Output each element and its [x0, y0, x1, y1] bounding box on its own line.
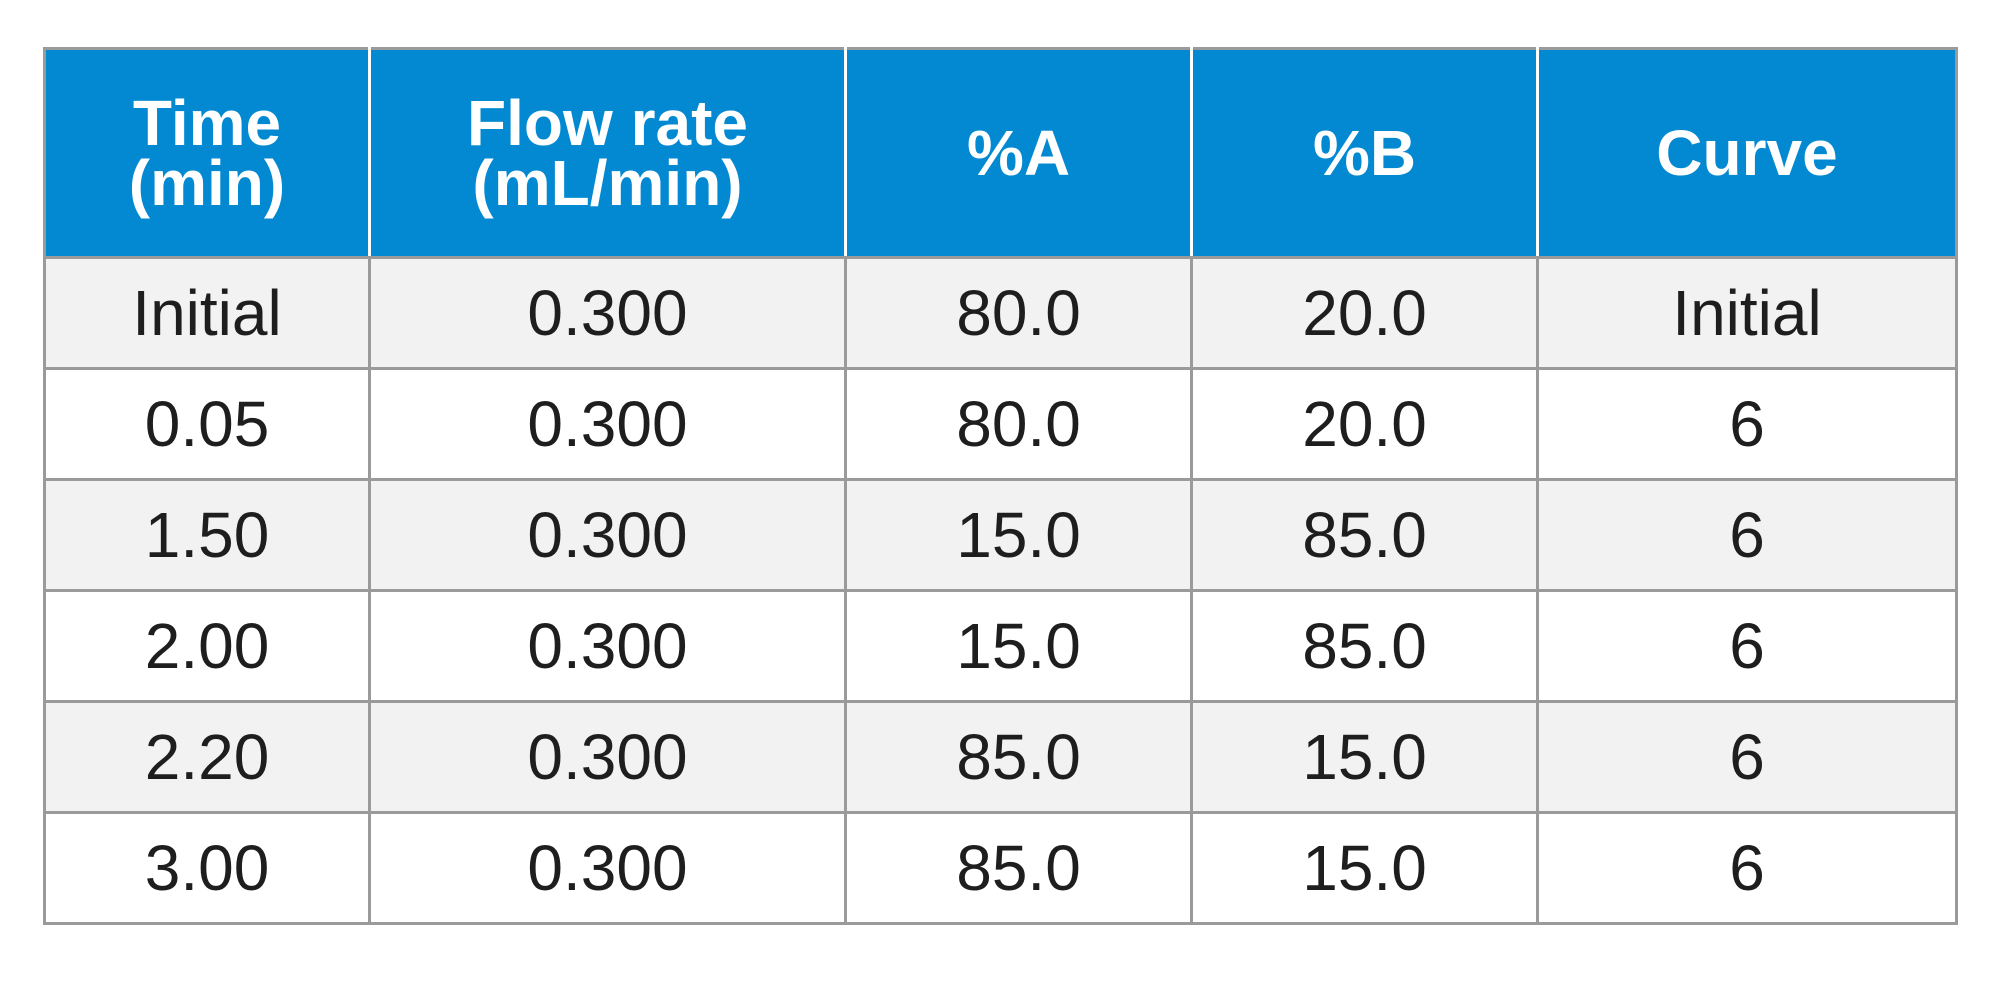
cell-percent-a: 85.0: [844, 811, 1193, 925]
cell-curve: 6: [1536, 700, 1958, 814]
table-row: Initial 0.300 80.0 20.0 Initial: [43, 256, 1958, 370]
table-row: 1.50 0.300 15.0 85.0 6: [43, 478, 1958, 592]
header-curve-label: Curve: [1656, 117, 1838, 189]
header-flow-rate-line-1: Flow rate: [467, 87, 748, 159]
header-percent-b: %B: [1190, 47, 1539, 259]
table-row: 2.00 0.300 15.0 85.0 6: [43, 589, 1958, 703]
cell-flow-rate: 0.300: [368, 700, 847, 814]
cell-percent-a: 15.0: [844, 478, 1193, 592]
cell-time: 2.00: [43, 589, 371, 703]
cell-percent-b: 20.0: [1190, 367, 1539, 481]
header-time-line-1: Time: [132, 87, 282, 159]
header-curve: Curve: [1536, 47, 1958, 259]
cell-curve: 6: [1536, 367, 1958, 481]
cell-curve: Initial: [1536, 256, 1958, 370]
cell-flow-rate: 0.300: [368, 478, 847, 592]
cell-percent-b: 15.0: [1190, 811, 1539, 925]
header-flow-rate-line-2: (mL/min): [472, 147, 743, 219]
cell-curve: 6: [1536, 589, 1958, 703]
cell-time: 3.00: [43, 811, 371, 925]
cell-percent-a: 80.0: [844, 256, 1193, 370]
cell-percent-b: 15.0: [1190, 700, 1539, 814]
cell-percent-b: 85.0: [1190, 478, 1539, 592]
cell-percent-b: 85.0: [1190, 589, 1539, 703]
header-time: Time (min): [43, 47, 371, 259]
cell-time: Initial: [43, 256, 371, 370]
cell-flow-rate: 0.300: [368, 256, 847, 370]
cell-flow-rate: 0.300: [368, 367, 847, 481]
header-percent-b-label: %B: [1312, 117, 1417, 189]
table-row: 0.05 0.300 80.0 20.0 6: [43, 367, 1958, 481]
table-row: 3.00 0.300 85.0 15.0 6: [43, 811, 1958, 925]
cell-curve: 6: [1536, 478, 1958, 592]
gradient-table-container: Time (min) Flow rate (mL/min) %A %B Curv…: [43, 47, 1958, 925]
cell-flow-rate: 0.300: [368, 811, 847, 925]
cell-time: 2.20: [43, 700, 371, 814]
cell-time: 0.05: [43, 367, 371, 481]
cell-percent-a: 85.0: [844, 700, 1193, 814]
cell-flow-rate: 0.300: [368, 589, 847, 703]
header-time-line-2: (min): [128, 147, 286, 219]
cell-percent-b: 20.0: [1190, 256, 1539, 370]
header-percent-a: %A: [844, 47, 1193, 259]
cell-curve: 6: [1536, 811, 1958, 925]
cell-time: 1.50: [43, 478, 371, 592]
cell-percent-a: 80.0: [844, 367, 1193, 481]
cell-percent-a: 15.0: [844, 589, 1193, 703]
header-flow-rate: Flow rate (mL/min): [368, 47, 847, 259]
table-row: 2.20 0.300 85.0 15.0 6: [43, 700, 1958, 814]
header-row: Time (min) Flow rate (mL/min) %A %B Curv…: [43, 47, 1958, 259]
gradient-table: Time (min) Flow rate (mL/min) %A %B Curv…: [43, 47, 1958, 925]
header-percent-a-label: %A: [966, 117, 1071, 189]
